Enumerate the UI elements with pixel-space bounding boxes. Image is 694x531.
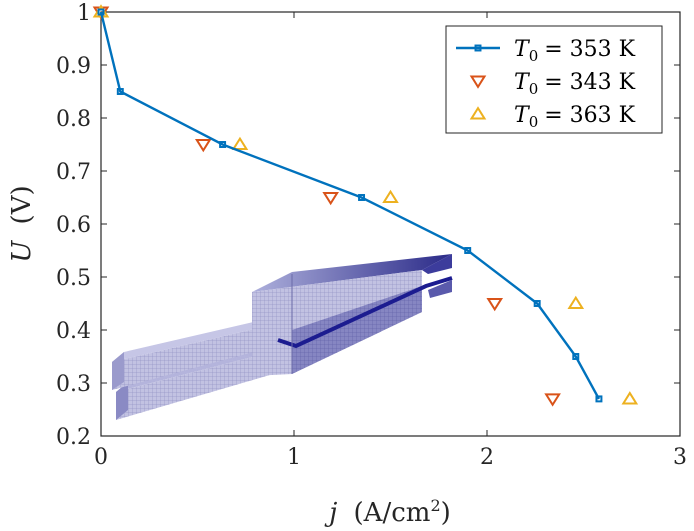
data-point	[595, 395, 603, 403]
series-line	[99, 11, 600, 400]
y-axis-label: U (V)	[7, 185, 37, 262]
data-point	[567, 295, 585, 310]
y-tick-label: 0.8	[56, 107, 91, 132]
data-point	[219, 141, 227, 148]
right-tip-lower	[428, 280, 452, 298]
data-point	[231, 136, 249, 151]
series-0	[97, 8, 603, 403]
data-point	[382, 189, 399, 204]
x-tick-label: 2	[480, 445, 494, 470]
data-point	[474, 44, 482, 52]
legend-item: T0 = 363 K	[469, 103, 636, 131]
main-block-top	[252, 254, 452, 292]
data-point	[116, 88, 124, 95]
data-point	[469, 106, 487, 120]
data-point	[464, 247, 472, 254]
legend-item: T0 = 353 K	[456, 37, 636, 65]
y-tick-label: 0.3	[56, 372, 91, 397]
lower-channel-front	[116, 382, 128, 420]
data-point	[194, 138, 212, 153]
legend: T0 = 353 K T0 = 343 K T0 = 363 K	[445, 25, 663, 134]
membrane-line	[277, 276, 453, 349]
data-point	[358, 194, 366, 201]
series-layer	[92, 4, 639, 407]
upper-channel-front	[112, 352, 124, 390]
inset-mesh-illustration	[112, 254, 453, 420]
right-tip-upper	[422, 254, 452, 274]
y-tick-label: 0.9	[56, 54, 91, 79]
y-tick-label: 1	[77, 1, 91, 26]
legend-label: T0 = 353 K	[514, 37, 636, 65]
main-block-front	[292, 286, 422, 374]
data-point	[469, 75, 487, 89]
y-axis-ticks: 0.2 0.3 0.4 0.5 0.6 0.7 0.8 0.9 1	[56, 1, 680, 450]
y-tick-label: 0.5	[56, 266, 91, 291]
legend-label: T0 = 363 K	[514, 103, 636, 131]
lower-channel-side	[116, 350, 280, 420]
data-point	[544, 393, 561, 407]
x-axis-ticks: 0 1 2 3	[94, 12, 687, 470]
x-tick-label: 1	[287, 445, 301, 470]
y-tick-label: 0.7	[56, 160, 91, 185]
data-point	[97, 8, 105, 16]
data-point	[322, 191, 339, 206]
data-point	[533, 300, 541, 307]
y-tick-label: 0.4	[56, 319, 91, 344]
x-tick-label: 3	[673, 445, 687, 470]
x-tick-label: 0	[94, 445, 108, 470]
data-point	[572, 353, 580, 360]
y-tick-label: 0.6	[56, 213, 91, 238]
data-point	[486, 297, 504, 312]
x-axis-label: j (A/cm2)	[324, 496, 451, 528]
data-point	[621, 391, 639, 405]
legend-label: T0 = 343 K	[514, 70, 636, 98]
upper-channel-top	[112, 314, 288, 362]
upper-channel-side	[112, 324, 276, 390]
legend-item: T0 = 343 K	[469, 70, 636, 98]
y-tick-label: 0.2	[56, 425, 91, 450]
